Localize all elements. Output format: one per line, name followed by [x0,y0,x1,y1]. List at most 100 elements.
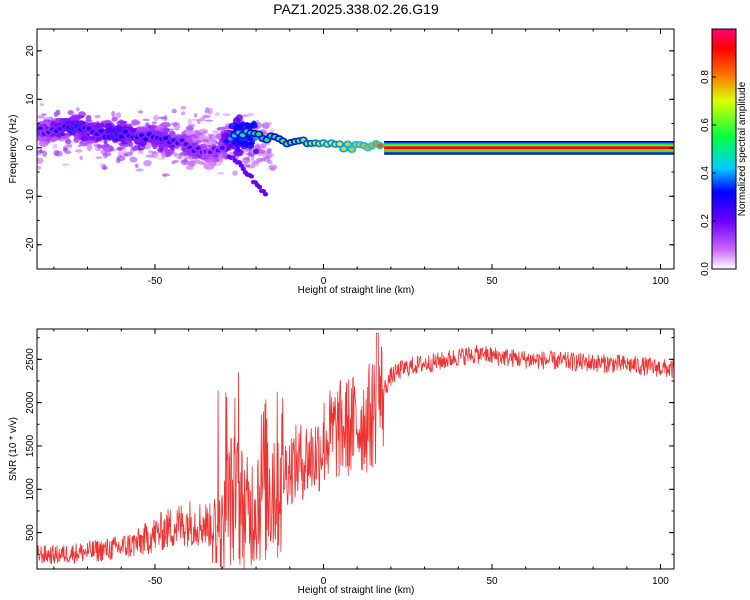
ridge-core [345,142,351,147]
spectrogram-blob [235,123,244,131]
spectrogram-blob [252,124,258,128]
spectrogram-speckle [75,149,83,153]
saturated-band [384,146,674,150]
spectrogram-blob [145,122,150,127]
spectrogram-speckle [52,143,58,150]
spectrogram-blob [157,124,164,129]
spectrogram-blob [246,142,255,149]
spectrogram-speckle [77,144,82,148]
spectrogram-blob [195,129,200,138]
spectrogram-blob [171,122,177,126]
spectrogram-speckle [255,157,264,161]
colorbar-tick-label: 0.6 [700,118,711,132]
spectrogram-blob [116,120,127,127]
spectrogram-blob [73,136,80,143]
branch-blob [230,155,236,160]
spectrogram-blob [208,162,217,166]
spectrogram-blob [94,114,101,119]
spectrogram-speckle [75,107,80,112]
spectrogram-speckle [251,159,255,165]
spectrogram-blob [80,135,88,142]
spectrogram-speckle [171,160,181,163]
spectrogram-speckle [191,124,195,128]
spectrogram-blob [67,110,74,116]
y-tick-label: 0 [25,145,36,151]
branch-blob [262,192,269,197]
spectrogram-blob [167,148,175,155]
ridge-core [98,128,104,133]
spectrogram-speckle [135,163,139,169]
spectrogram-speckle [266,148,273,152]
snr-ylabel: SNR (10 * v/v) [8,417,19,481]
spectrogram-blob [116,146,123,151]
colorbar-gradient [711,28,737,270]
spectrogram-blob [131,146,139,151]
spectrogram-blob [184,130,194,135]
spectrogram-speckle [115,112,122,119]
spectrogram-blob [131,119,139,126]
spectrogram-speckle [193,112,198,118]
spectrogram-blob [60,118,72,122]
spectrogram-blob [49,122,58,127]
colorbar-tick-label: 0.0 [700,262,711,276]
x-tick-label: -50 [148,276,163,287]
spectrogram-speckle [268,164,278,171]
colorbar-tick-label: 0.2 [700,214,711,228]
spectrogram-ticks: -50 0 50 100 -20 -10 0 10 20 [25,29,674,287]
ridge-core [349,147,355,152]
y-tick-label: 500 [25,524,36,541]
spectrogram-blob [163,127,170,134]
spectrogram-blob [136,126,147,133]
snr-series-line [37,332,674,569]
spectrogram-blob [38,139,49,147]
spectrogram-blob [225,146,231,151]
spectrogram-speckle [111,110,116,117]
spectrogram-speckle [214,112,220,116]
spectrogram-speckle [270,128,275,133]
spectrogram-speckle [257,148,266,154]
spectrogram-blob [53,111,59,117]
spectrogram-blob [44,137,51,142]
spectrogram-blob [217,141,222,146]
spectrogram-blob [247,124,255,129]
spectrogram-speckle [212,130,219,134]
colorbar-ticks: 0.0 0.2 0.4 0.6 0.8 [700,70,716,276]
branch-blob [240,166,246,172]
y-tick-label: 1000 [25,478,36,501]
colorbar: 0.0 0.2 0.4 0.6 0.8 Normalized spectral ampl… [700,28,748,276]
y-tick-label: -10 [25,189,36,204]
y-tick-label: 10 [25,93,36,105]
spectrogram-speckle [202,114,211,119]
spectrogram-speckle [116,158,121,164]
spectrogram-blob [42,119,51,123]
spectrogram-speckle [207,107,213,115]
x-tick-label: 50 [486,276,498,287]
spectrogram-speckle [268,151,272,154]
spectrogram-blob [86,143,92,152]
spectrogram-speckle [148,150,154,154]
colorbar-tick-label: 0.4 [700,166,711,180]
spectrogram-blob [105,127,116,133]
spectrogram-speckle [246,156,251,162]
snr-ticks: -50 0 50 100 500 1000 1500 2000 2500 [25,329,674,587]
spectrogram-blob [123,143,131,147]
colorbar-tick-label: 0.8 [700,70,711,84]
spectrogram-speckle [216,171,225,175]
spectrogram-blob [124,138,130,144]
spectrogram-speckle [250,154,255,161]
ridge-core [118,134,124,139]
branch-blob [248,174,254,179]
spectrogram-speckle [222,113,231,116]
spectrogram-speckle [61,163,70,166]
spectrogram-speckle [151,152,159,159]
chart-title: PAZ1.2025.338.02.26.G19 [273,1,439,17]
spectrogram-blob [103,143,110,147]
spectrogram-blob [103,139,108,145]
spectrogram-speckle [246,164,256,169]
spectrogram-blob [233,148,244,157]
spectrogram-speckle [204,119,214,122]
spectrogram-blob [222,150,228,158]
spectrogram-speckle [267,159,273,165]
spectrogram-blob [64,139,72,145]
spectrogram-speckle [135,168,144,172]
